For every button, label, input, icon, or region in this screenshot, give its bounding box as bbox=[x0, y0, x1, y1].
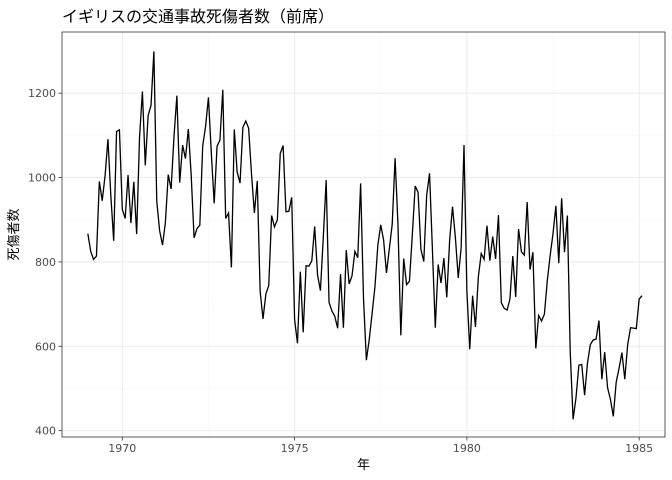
x-axis-title: 年 bbox=[357, 458, 370, 473]
x-tick-label: 1980 bbox=[453, 442, 481, 455]
y-tick-label: 1000 bbox=[28, 172, 56, 185]
y-axis-ticks: 400 600 800 1000 1200 bbox=[28, 87, 62, 438]
x-axis-ticks: 1970 1975 1980 1985 bbox=[108, 437, 653, 455]
major-gridlines bbox=[62, 32, 665, 437]
y-tick-label: 600 bbox=[35, 340, 56, 353]
y-axis-title: 死傷者数 bbox=[7, 208, 22, 260]
minor-gridlines bbox=[62, 32, 665, 437]
panel-border bbox=[61, 31, 666, 438]
y-tick-label: 400 bbox=[35, 425, 56, 438]
x-tick-label: 1985 bbox=[625, 442, 653, 455]
y-tick-label: 800 bbox=[35, 256, 56, 269]
x-tick-label: 1975 bbox=[281, 442, 309, 455]
y-tick-label: 1200 bbox=[28, 87, 56, 100]
panel-background bbox=[62, 32, 665, 437]
series-line bbox=[87, 51, 643, 420]
chart-title: イギリスの交通事故死傷者数（前席） bbox=[62, 7, 335, 26]
x-tick-label: 1970 bbox=[108, 442, 136, 455]
